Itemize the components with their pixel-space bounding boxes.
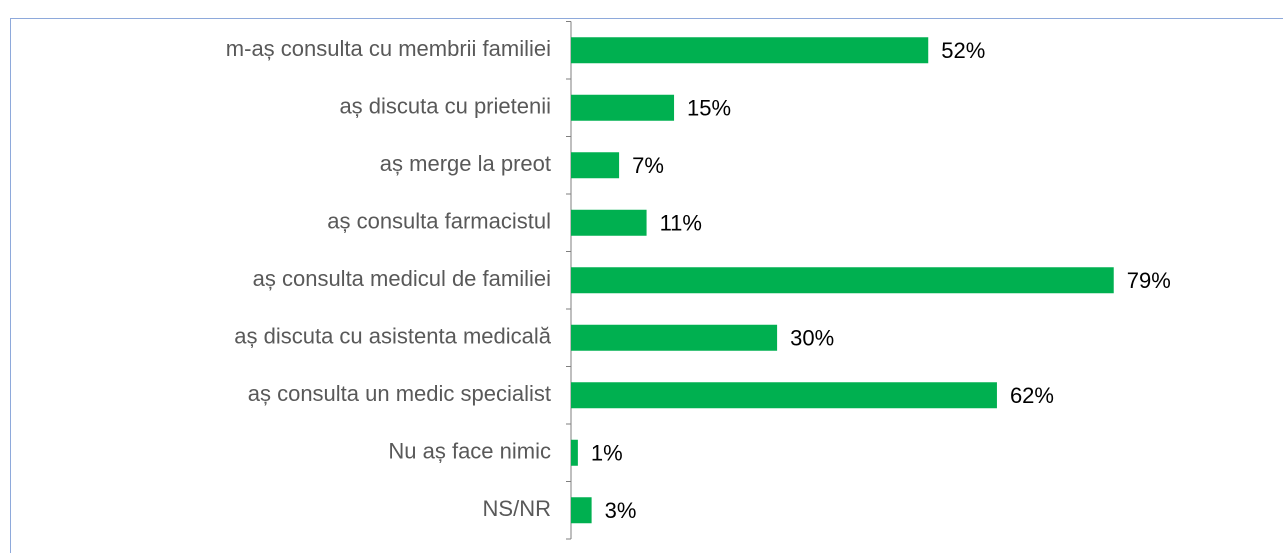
category-label: Nu aș face nimic (388, 439, 551, 464)
bar (571, 382, 997, 409)
chart-border (10, 18, 1283, 553)
category-label: aș consulta medicul de familiei (253, 266, 551, 291)
bar (571, 267, 1114, 294)
value-label: 1% (591, 441, 623, 466)
bar (571, 94, 675, 121)
value-label: 7% (632, 153, 664, 178)
category-label: aș discuta cu asistenta medicală (234, 324, 551, 349)
bar (571, 209, 647, 236)
category-label: aș consulta un medic specialist (248, 381, 551, 406)
value-label: 11% (660, 211, 702, 236)
value-label: 79% (1127, 268, 1171, 293)
value-label: 15% (687, 96, 731, 121)
category-label: m-aș consulta cu membrii familiei (226, 36, 551, 61)
value-label: 3% (605, 498, 637, 523)
category-label: aș consulta farmacistul (327, 209, 551, 234)
value-label: 62% (1010, 383, 1054, 408)
value-label: 52% (941, 38, 985, 63)
bar (571, 152, 620, 179)
bar (571, 324, 778, 351)
bar (571, 37, 929, 64)
bar (571, 439, 578, 466)
bar (571, 497, 592, 524)
category-label: aș discuta cu prietenii (339, 94, 551, 119)
value-label: 30% (790, 326, 834, 351)
category-label: aș merge la preot (380, 151, 551, 176)
category-label: NS/NR (483, 496, 551, 521)
